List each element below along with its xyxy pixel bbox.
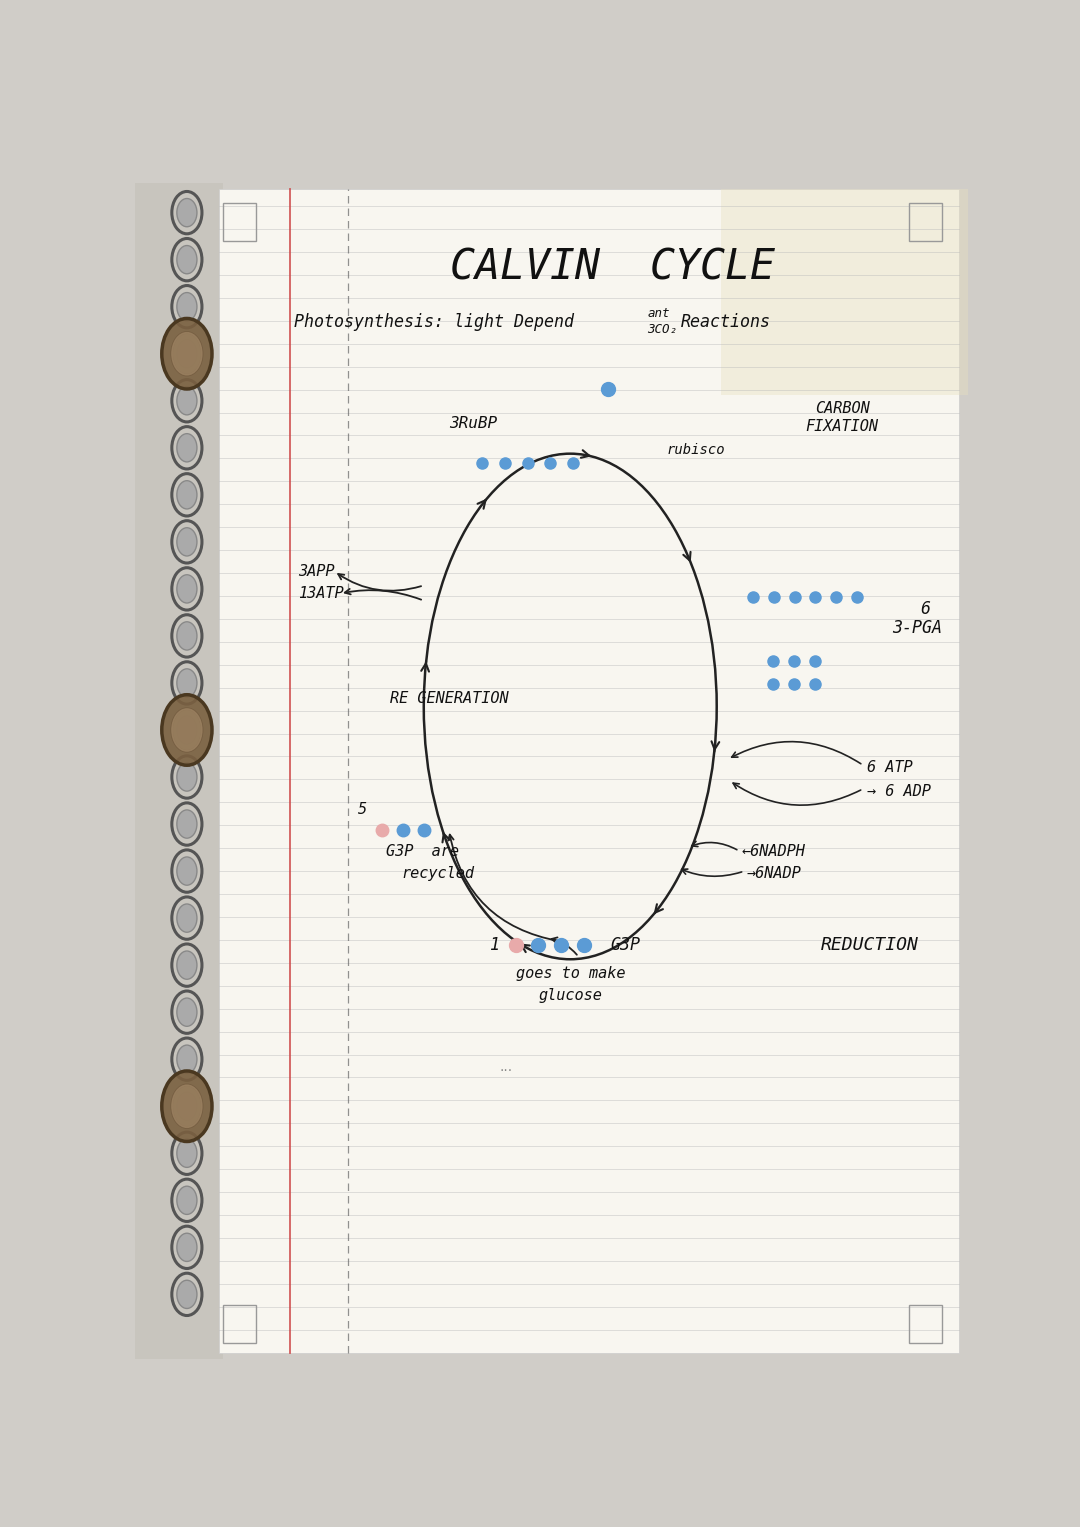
- Text: 5: 5: [359, 802, 367, 817]
- Text: ←6NADPH: ←6NADPH: [742, 843, 806, 858]
- Text: G3P  are: G3P are: [387, 843, 459, 858]
- Circle shape: [178, 906, 197, 931]
- Circle shape: [178, 528, 197, 554]
- Text: Reactions: Reactions: [680, 313, 771, 331]
- Text: REDUCTION: REDUCTION: [821, 936, 919, 954]
- Text: 6 ATP: 6 ATP: [867, 760, 913, 776]
- Circle shape: [178, 999, 197, 1025]
- Text: recycled: recycled: [401, 866, 474, 881]
- FancyBboxPatch shape: [218, 189, 959, 1353]
- Text: 3APP: 3APP: [298, 563, 335, 579]
- Text: ant: ant: [647, 307, 670, 321]
- Circle shape: [178, 341, 197, 366]
- Circle shape: [178, 623, 197, 649]
- Circle shape: [178, 483, 197, 508]
- FancyBboxPatch shape: [721, 189, 968, 395]
- Text: →6NADP: →6NADP: [746, 866, 800, 881]
- Text: 1: 1: [490, 936, 500, 954]
- Circle shape: [178, 670, 197, 696]
- Circle shape: [178, 388, 197, 414]
- Text: 3-PGA: 3-PGA: [892, 618, 943, 637]
- Circle shape: [178, 1234, 197, 1260]
- Text: rubisco: rubisco: [666, 443, 725, 457]
- Circle shape: [178, 858, 197, 884]
- Circle shape: [178, 764, 197, 789]
- Circle shape: [178, 1188, 197, 1214]
- Circle shape: [172, 333, 202, 376]
- Text: 6: 6: [920, 600, 930, 618]
- Circle shape: [178, 718, 197, 744]
- Circle shape: [172, 1086, 202, 1127]
- Circle shape: [178, 1141, 197, 1167]
- Text: FIXATION: FIXATION: [806, 418, 879, 434]
- Text: G3P: G3P: [610, 936, 640, 954]
- Circle shape: [178, 200, 197, 226]
- Text: goes to make: goes to make: [516, 967, 625, 980]
- Text: 3CO₂: 3CO₂: [647, 322, 677, 336]
- Circle shape: [162, 319, 212, 389]
- Text: ...: ...: [499, 1060, 512, 1075]
- Circle shape: [178, 1046, 197, 1072]
- Circle shape: [178, 247, 197, 273]
- Text: 13ATP: 13ATP: [298, 586, 343, 602]
- Text: → 6 ADP: → 6 ADP: [867, 783, 931, 799]
- Text: CALVIN  CYCLE: CALVIN CYCLE: [449, 247, 774, 289]
- Text: Photosynthesis: light Depend: Photosynthesis: light Depend: [294, 313, 575, 331]
- Circle shape: [178, 1093, 197, 1119]
- Circle shape: [178, 811, 197, 837]
- Circle shape: [178, 1281, 197, 1307]
- FancyBboxPatch shape: [135, 183, 222, 1359]
- Text: 3RuBP: 3RuBP: [449, 415, 497, 431]
- Text: glucose: glucose: [539, 988, 603, 1003]
- Circle shape: [172, 709, 202, 751]
- Circle shape: [178, 293, 197, 319]
- Circle shape: [178, 576, 197, 602]
- Circle shape: [162, 1070, 212, 1142]
- Text: RE GENERATION: RE GENERATION: [390, 690, 509, 705]
- Circle shape: [162, 695, 212, 765]
- Circle shape: [178, 435, 197, 461]
- Circle shape: [178, 953, 197, 979]
- Text: CARBON: CARBON: [815, 402, 869, 417]
